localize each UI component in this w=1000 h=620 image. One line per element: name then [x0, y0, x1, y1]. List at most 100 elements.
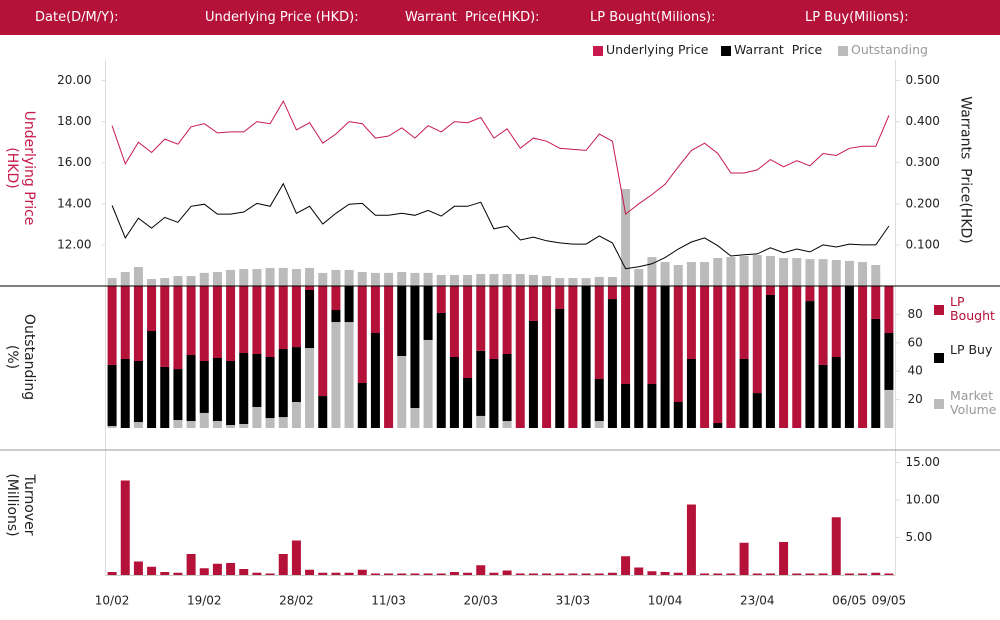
stack-segment [410, 407, 420, 428]
outstanding-bar [818, 259, 828, 286]
outstanding-bar [449, 274, 459, 286]
stack-segment [239, 353, 249, 425]
y-tick-label: 20 [908, 392, 923, 406]
stack-segment [199, 286, 209, 361]
turnover-bar [871, 572, 881, 575]
stack-segment [647, 286, 657, 384]
turnover-bar [357, 569, 367, 575]
x-tick-label: 28/02 [279, 594, 314, 608]
header-bar [0, 0, 1000, 35]
turnover-bar [252, 572, 262, 575]
stack-segment [884, 389, 894, 428]
stack-segment [331, 286, 341, 310]
outstanding-bar [120, 271, 130, 286]
stack-segment [160, 286, 170, 367]
stack-segment [700, 286, 710, 428]
outstanding-bar [831, 260, 841, 286]
stack-segment [278, 286, 288, 350]
stack-segment [502, 286, 512, 355]
outstanding-bar [436, 274, 446, 286]
outstanding-bar [133, 267, 143, 286]
stack-segment [265, 286, 275, 357]
outstanding-bar [634, 269, 644, 286]
turnover-bar [700, 573, 710, 575]
legend-label: Market Volume [950, 388, 997, 417]
stack-segment [370, 333, 380, 428]
turnover-bar [831, 517, 841, 575]
y-tick-label: 18.00 [57, 114, 91, 128]
outstanding-bar [397, 271, 407, 286]
turnover-bar [318, 572, 328, 575]
turnover-bar [278, 554, 288, 575]
stack-segment [252, 354, 262, 407]
x-tick-label: 06/05 [832, 594, 867, 608]
turnover-bar [805, 573, 815, 575]
stack-segment [133, 360, 143, 423]
stack-segment [186, 286, 196, 356]
turnover-bar [239, 569, 249, 575]
outstanding-bar [726, 257, 736, 286]
turnover-bar [331, 572, 341, 575]
outstanding-bar [160, 278, 170, 286]
stack-segment [765, 286, 775, 295]
outstanding-bar [318, 272, 328, 286]
stack-segment [739, 358, 749, 428]
stack-segment [871, 318, 881, 428]
turnover-bar [673, 572, 683, 575]
stack-segment [476, 350, 486, 416]
y-tick-label: 12.00 [57, 237, 91, 251]
turnover-bar [133, 561, 143, 575]
outstanding-bar [752, 255, 762, 286]
stack-segment [212, 421, 222, 428]
y-tick-label: 80 [908, 307, 923, 321]
stack-segment [805, 301, 815, 428]
turnover-bar [634, 567, 644, 575]
stack-segment [291, 286, 301, 348]
stack-segment [726, 286, 736, 428]
stack-segment [173, 286, 183, 370]
x-tick-label: 20/03 [463, 594, 498, 608]
stack-segment [713, 286, 723, 424]
y-axis-label: Outstanding (%) [4, 313, 37, 401]
stack-segment [107, 286, 117, 365]
outstanding-bar [700, 262, 710, 286]
outstanding-bar [199, 272, 209, 286]
outstanding-bar [779, 257, 789, 286]
x-tick-label: 10/04 [648, 594, 683, 608]
stack-segment [252, 406, 262, 428]
turnover-bar [568, 573, 578, 575]
stack-segment [120, 286, 130, 359]
turnover-bar [449, 572, 459, 575]
stack-segment [634, 286, 644, 428]
stack-segment [779, 286, 789, 428]
turnover-bar [423, 573, 433, 575]
legend-swatch [721, 46, 731, 56]
turnover-bar [765, 573, 775, 575]
stack-segment [502, 421, 512, 428]
turnover-bar [660, 572, 670, 575]
turnover-bar [713, 573, 723, 575]
stack-segment [542, 286, 552, 428]
outstanding-bar [686, 262, 696, 286]
outstanding-bar [621, 189, 631, 286]
turnover-bar [291, 540, 301, 575]
outstanding-bar [344, 269, 354, 286]
stack-segment [397, 286, 407, 357]
y-tick-label: 15.00 [906, 455, 940, 469]
y2-tick-label: 0.100 [906, 237, 940, 251]
stack-segment [528, 320, 538, 428]
turnover-bar [607, 572, 617, 575]
stack-segment [686, 286, 696, 359]
stack-segment [344, 322, 354, 428]
turnover-bar [120, 480, 130, 575]
stack-segment [186, 421, 196, 428]
stack-segment [555, 309, 565, 428]
stack-segment [594, 379, 604, 422]
stack-segment [515, 286, 525, 428]
outstanding-bar [542, 276, 552, 286]
stack-segment [291, 347, 301, 403]
stack-segment [792, 286, 802, 428]
stack-segment [107, 426, 117, 428]
